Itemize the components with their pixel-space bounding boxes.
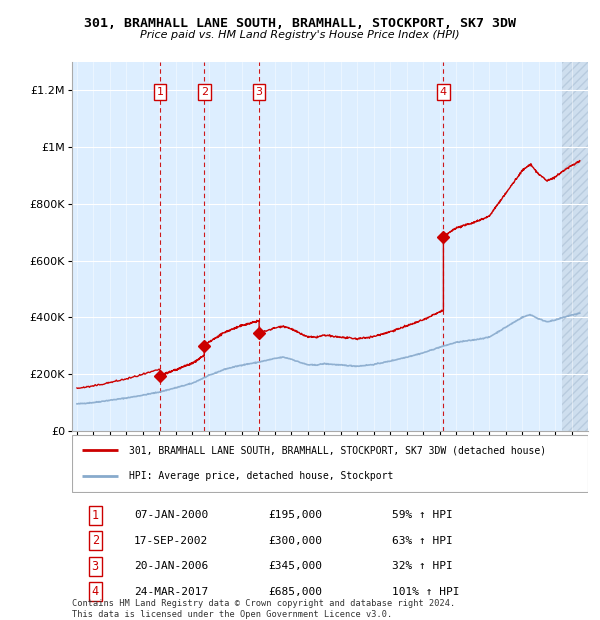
Text: 3: 3 xyxy=(92,560,99,573)
Text: 59% ↑ HPI: 59% ↑ HPI xyxy=(392,510,452,520)
Text: 4: 4 xyxy=(440,87,447,97)
Text: 1: 1 xyxy=(157,87,163,97)
Text: 301, BRAMHALL LANE SOUTH, BRAMHALL, STOCKPORT, SK7 3DW (detached house): 301, BRAMHALL LANE SOUTH, BRAMHALL, STOC… xyxy=(129,446,546,456)
Text: 07-JAN-2000: 07-JAN-2000 xyxy=(134,510,208,520)
Text: 2: 2 xyxy=(200,87,208,97)
Text: 17-SEP-2002: 17-SEP-2002 xyxy=(134,536,208,546)
Text: £195,000: £195,000 xyxy=(268,510,322,520)
FancyBboxPatch shape xyxy=(72,435,588,492)
Text: HPI: Average price, detached house, Stockport: HPI: Average price, detached house, Stoc… xyxy=(129,471,393,481)
Text: 3: 3 xyxy=(256,87,263,97)
Text: £345,000: £345,000 xyxy=(268,561,322,571)
Text: £685,000: £685,000 xyxy=(268,587,322,596)
Text: 20-JAN-2006: 20-JAN-2006 xyxy=(134,561,208,571)
Text: 24-MAR-2017: 24-MAR-2017 xyxy=(134,587,208,596)
Text: £300,000: £300,000 xyxy=(268,536,322,546)
Text: 301, BRAMHALL LANE SOUTH, BRAMHALL, STOCKPORT, SK7 3DW: 301, BRAMHALL LANE SOUTH, BRAMHALL, STOC… xyxy=(84,17,516,30)
Text: 32% ↑ HPI: 32% ↑ HPI xyxy=(392,561,452,571)
Text: 101% ↑ HPI: 101% ↑ HPI xyxy=(392,587,460,596)
Text: Contains HM Land Registry data © Crown copyright and database right 2024.
This d: Contains HM Land Registry data © Crown c… xyxy=(72,600,455,619)
Text: 4: 4 xyxy=(92,585,99,598)
Text: 63% ↑ HPI: 63% ↑ HPI xyxy=(392,536,452,546)
Text: Price paid vs. HM Land Registry's House Price Index (HPI): Price paid vs. HM Land Registry's House … xyxy=(140,30,460,40)
Bar xyxy=(562,62,588,431)
Text: 1: 1 xyxy=(92,509,99,522)
Text: 2: 2 xyxy=(92,534,99,547)
